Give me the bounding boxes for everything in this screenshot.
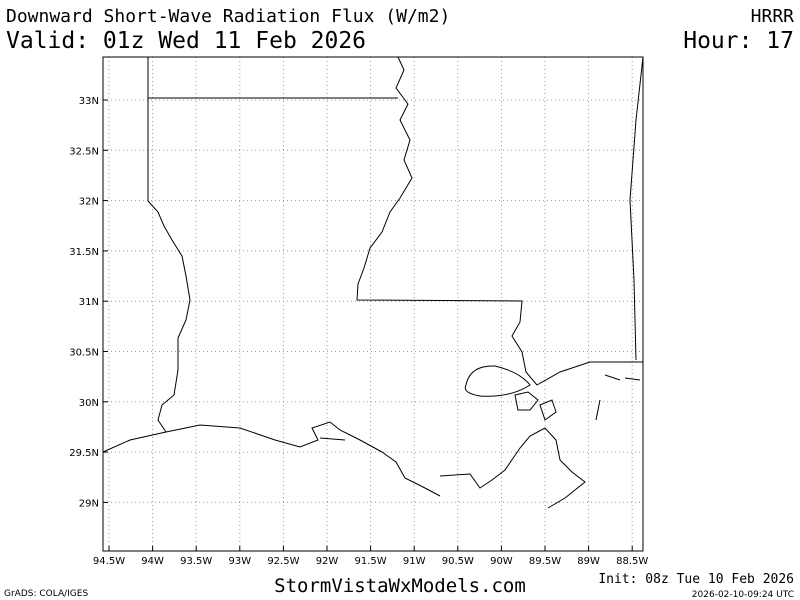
boundaries (102, 56, 644, 509)
islands (319, 374, 641, 441)
x-tick-label: 93W (228, 556, 251, 567)
x-tick-label: 90.5W (442, 556, 474, 567)
timestamp: 2026-02-10-09:24 UTC (692, 590, 794, 600)
x-tick-label: 89.5W (529, 556, 561, 567)
y-tick-label: 32N (79, 197, 99, 208)
x-tick-label: 89W (577, 556, 600, 567)
y-tick-label: 31.5N (69, 247, 99, 258)
y-tick-label: 29N (79, 498, 99, 509)
map-frame (102, 56, 644, 552)
x-tick-label: 91.5W (355, 556, 387, 567)
tick-labels: 94.5W 94W 93.5W 93W 92.5W 92W 91.5W 91W 90.5W 90W… (69, 96, 648, 567)
x-tick-label: 94W (141, 556, 164, 567)
valid-time: Valid: 01z Wed 11 Feb 2026 (6, 28, 366, 54)
y-tick-label: 32.5N (69, 146, 99, 157)
y-tick-label: 29.5N (69, 448, 99, 459)
forecast-hour: Hour: 17 (683, 28, 794, 54)
x-tick-label: 94.5W (93, 556, 125, 567)
x-tick-label: 92W (316, 556, 339, 567)
y-tick-label: 30N (79, 398, 99, 409)
title: Downward Short-Wave Radiation Flux (W/m2… (6, 6, 450, 27)
x-tick-label: 91W (403, 556, 426, 567)
x-tick-label: 88.5W (616, 556, 648, 567)
y-tick-label: 33N (79, 96, 99, 107)
lake-borgne (514, 391, 557, 421)
sabine-river (147, 200, 191, 433)
grid (103, 57, 643, 551)
state-border (147, 56, 644, 386)
site: StormVistaWxModels.com (274, 575, 526, 597)
coastline (102, 361, 643, 509)
credit: GrADS: COLA/IGES (4, 589, 88, 599)
x-tick-label: 90W (490, 556, 513, 567)
model: HRRR (751, 6, 795, 27)
init-time: Init: 08z Tue 10 Feb 2026 (598, 572, 794, 587)
lake-pontchartrain (464, 365, 531, 397)
x-tick-label: 92.5W (267, 556, 299, 567)
y-tick-label: 31N (79, 297, 99, 308)
x-tick-label: 93.5W (180, 556, 212, 567)
y-tick-label: 30.5N (69, 348, 99, 359)
